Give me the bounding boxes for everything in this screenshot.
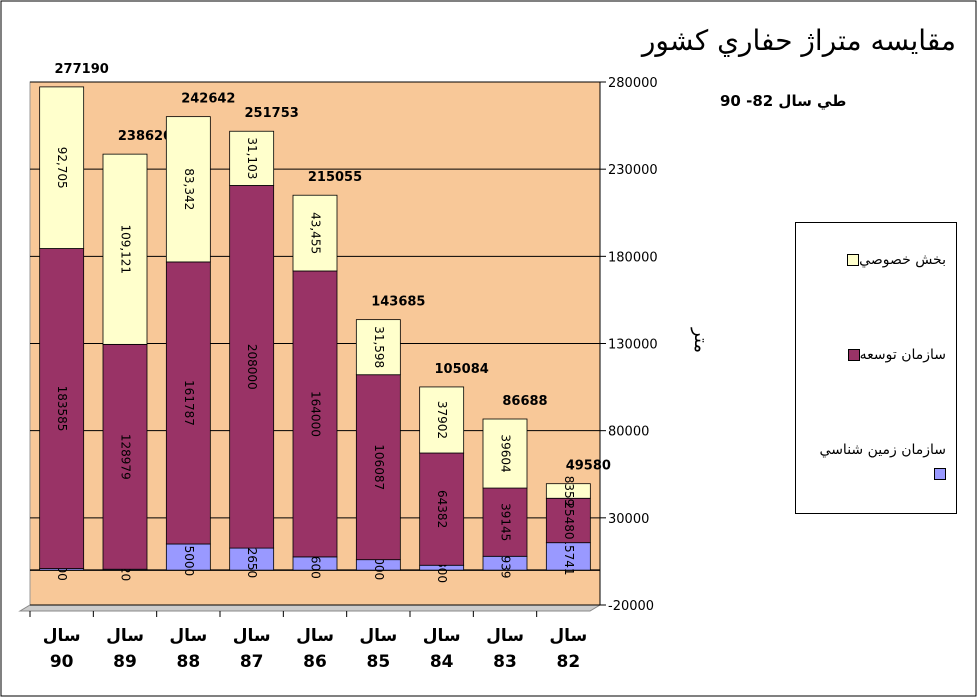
value-label: 31,103: [245, 137, 259, 179]
value-label: 43,455: [309, 212, 323, 254]
bar-segment: [229, 185, 275, 549]
value-label: 106087: [372, 444, 386, 490]
x-tick-label: سال 88: [169, 626, 208, 672]
x-tick-label: سال 87: [232, 626, 271, 672]
legend-swatch: [847, 254, 860, 266]
bar-segment: [165, 261, 211, 545]
x-tick-label: سال 86: [296, 626, 334, 672]
bar-segment: [102, 343, 148, 570]
bar-segment: [229, 130, 275, 186]
bar-segment: [39, 248, 85, 569]
value-label: 208000: [245, 344, 259, 390]
legend-item: بخش خصوصي: [806, 248, 946, 272]
value-label: 183585: [55, 386, 69, 432]
value-label: 37902: [435, 401, 449, 439]
value-label: 15741: [562, 537, 576, 575]
value-label: 109,121: [119, 224, 133, 274]
bar-segment: [482, 487, 528, 557]
floor: [18, 604, 602, 612]
y-tick-label: 280000: [608, 76, 658, 91]
x-tick-label: سال 82: [549, 626, 588, 672]
value-label: 164000: [309, 391, 323, 437]
y-tick-label: -20000: [608, 599, 654, 614]
value-label: 12650: [245, 540, 259, 578]
legend-label: سازمان توسعه: [859, 347, 946, 363]
value-label: 64382: [435, 490, 449, 528]
y-tick-label: 230000: [608, 163, 658, 178]
value-label: 92,705: [55, 147, 69, 189]
y-tick-label: 180000: [608, 250, 658, 265]
bar-segment: [545, 483, 591, 499]
value-label: 15000: [182, 538, 196, 576]
legend: بخش خصوصي سازمان توسعه سازمان زمين شناسي: [795, 222, 957, 514]
total-label: 105084: [435, 362, 489, 377]
value-label: 39604: [499, 434, 513, 472]
bar-segment: [292, 270, 338, 558]
bar-segment: [355, 374, 401, 561]
value-label: 39145: [499, 503, 513, 541]
total-label: 251753: [245, 106, 299, 121]
bar-segment: [482, 418, 528, 489]
x-tick-label: سال 84: [422, 626, 461, 672]
bar-segment: [545, 542, 591, 571]
legend-swatch: [847, 349, 860, 361]
value-label: 83,342: [182, 168, 196, 210]
legend-label: سازمان زمين شناسي: [819, 442, 946, 458]
bar-segment: [355, 319, 401, 376]
total-label: 277190: [55, 62, 109, 77]
legend-item: سازمان زمين شناسي: [806, 438, 946, 486]
bar-segment: [39, 86, 85, 249]
total-label: 215055: [308, 170, 362, 185]
bar-segment: [419, 386, 465, 454]
chart-subtitle: طي سال 82- 90: [720, 92, 847, 110]
total-label: 242642: [181, 92, 235, 107]
value-label: 8359: [562, 476, 576, 507]
bar-segment: [292, 194, 338, 272]
x-tick-label: سال 89: [106, 626, 144, 672]
value-label: 31,598: [372, 326, 386, 368]
value-label: 25480: [562, 501, 576, 539]
y-axis-label: متر: [690, 327, 712, 354]
total-label: 143685: [371, 295, 425, 310]
x-tick-label: سال 90: [42, 626, 81, 672]
x-tick-label: سال 83: [486, 626, 524, 672]
legend-label: بخش خصوصي: [859, 252, 946, 268]
bar-segment: [165, 116, 211, 263]
x-tick-label: سال 85: [359, 626, 398, 672]
value-label: 128979: [119, 434, 133, 480]
total-label: 238620: [118, 129, 172, 144]
value-label: 161787: [182, 380, 196, 426]
y-tick-label: 30000: [608, 512, 649, 527]
y-tick-label: 130000: [608, 338, 658, 353]
y-tick-label: 80000: [608, 425, 649, 440]
total-label: 86688: [502, 394, 547, 409]
chart-title: مقايسه متراژ حفاري كشور: [641, 24, 956, 57]
legend-swatch: [934, 468, 946, 480]
legend-item: سازمان توسعه: [806, 343, 946, 367]
bar-segment: [102, 153, 148, 345]
total-label: 49580: [566, 459, 611, 474]
